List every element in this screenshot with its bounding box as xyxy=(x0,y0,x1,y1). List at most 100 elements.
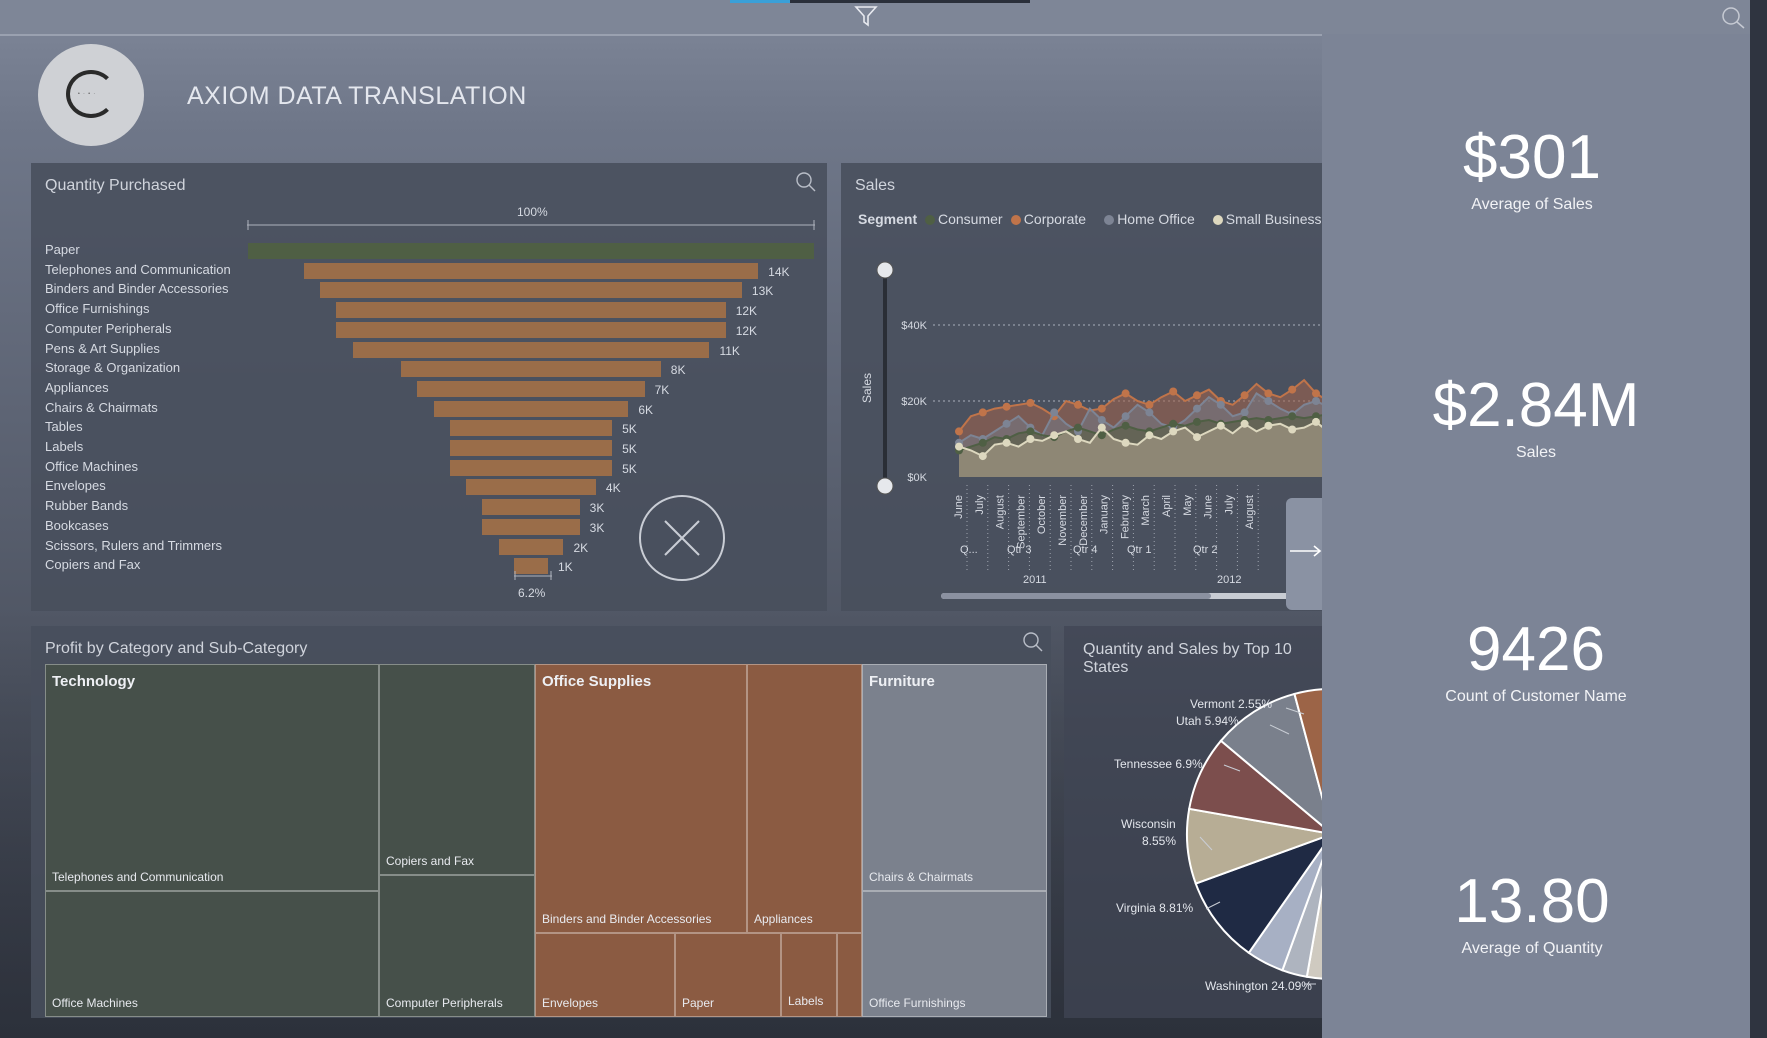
x-month-label: November xyxy=(1057,495,1069,546)
data-point xyxy=(1002,419,1011,428)
pie-leader-line xyxy=(1223,764,1241,772)
pie-label-tennessee: Tennessee 6.9% xyxy=(1114,757,1203,771)
x-quarter-label: Qtr 2 xyxy=(1193,544,1217,556)
kpi-value: 9426 xyxy=(1467,615,1605,684)
treemap-tile-small[interactable] xyxy=(837,933,862,1017)
logo-ring-icon xyxy=(66,70,116,118)
data-point xyxy=(1074,423,1082,432)
data-point xyxy=(1121,389,1130,398)
kpi-value: $301 xyxy=(1463,123,1601,192)
legend-item[interactable]: Small Business xyxy=(1225,211,1322,227)
legend-item[interactable]: Home Office xyxy=(1117,211,1195,227)
funnel-bar[interactable] xyxy=(433,400,629,417)
kpi-value: $2.84M xyxy=(1432,371,1640,440)
funnel-value-label: 2K xyxy=(573,540,589,555)
data-point xyxy=(1169,387,1178,396)
tile-label: Envelopes xyxy=(542,996,599,1010)
pie-label-utah: Utah 5.94% xyxy=(1176,714,1239,728)
treemap-tile-binders[interactable]: Office Supplies Binders and Binder Acces… xyxy=(535,664,747,933)
line-consumer xyxy=(958,414,1322,452)
treemap-tile-peripherals[interactable]: Computer Peripherals xyxy=(379,875,535,1017)
treemap-tile-envelopes[interactable]: Envelopes xyxy=(535,933,675,1017)
treemap-tile-furnishings[interactable]: Office Furnishings xyxy=(862,891,1047,1017)
panel-title: Sales xyxy=(855,177,896,194)
funnel-bar[interactable] xyxy=(482,499,580,516)
focus-mode-icon[interactable] xyxy=(795,171,817,193)
data-point xyxy=(1097,431,1106,440)
treemap-tile-labels[interactable]: Labels xyxy=(781,933,837,1017)
x-month-label: June xyxy=(953,495,965,519)
funnel-value-label: 12K xyxy=(735,323,758,338)
funnel-category-label: Labels xyxy=(45,439,84,454)
search-icon[interactable] xyxy=(1720,5,1746,29)
funnel-category-label: Appliances xyxy=(45,379,109,395)
range-slider-handle xyxy=(876,477,894,495)
data-point xyxy=(1240,419,1249,428)
funnel-bar[interactable] xyxy=(449,440,613,456)
pie-slice[interactable] xyxy=(1219,692,1322,834)
sales-area-chart: Sales $40K $20K $0K June July August September O… xyxy=(860,261,1322,599)
arrow-right-icon[interactable] xyxy=(1288,543,1322,559)
funnel-bar[interactable] xyxy=(514,558,548,575)
focus-mode-icon[interactable] xyxy=(1021,630,1045,654)
funnel-bar[interactable] xyxy=(482,518,580,535)
funnel-bar[interactable] xyxy=(248,243,814,259)
pie-slice[interactable] xyxy=(1293,688,1322,834)
treemap-tile-copiers[interactable]: Copiers and Fax xyxy=(379,664,535,875)
funnel-bar[interactable] xyxy=(320,282,742,299)
data-point xyxy=(1193,391,1201,400)
legend-item[interactable]: Consumer xyxy=(938,211,1003,227)
legend-dot xyxy=(1010,215,1021,225)
funnel-bar[interactable] xyxy=(303,262,759,279)
funnel-bar[interactable] xyxy=(498,538,564,555)
treemap-tile-telephones[interactable]: Technology Telephones and Communication xyxy=(45,664,379,891)
kpi-value: 13.80 xyxy=(1454,867,1610,936)
close-circle-icon[interactable] xyxy=(637,493,727,583)
funnel-bar[interactable] xyxy=(417,380,645,397)
treemap-tile-appliances[interactable]: Appliances xyxy=(747,664,862,933)
funnel-category-label: Binders and Binder Accessories xyxy=(45,281,229,297)
funnel-bar[interactable] xyxy=(336,321,726,338)
panel-title: Quantity and Sales by Top 10 States xyxy=(1083,641,1292,676)
funnel-value-label: 5K xyxy=(622,461,637,476)
x-month-label: March xyxy=(1140,495,1152,526)
data-point xyxy=(1026,398,1035,407)
legend-item[interactable]: Corporate xyxy=(1023,211,1087,227)
funnel-bar[interactable] xyxy=(401,361,661,378)
x-month-label: August xyxy=(1244,495,1256,529)
x-month-label: February xyxy=(1119,495,1131,540)
x-month-label: September xyxy=(1015,495,1027,549)
data-point xyxy=(1097,416,1106,424)
funnel-bar[interactable] xyxy=(466,479,596,496)
data-point xyxy=(1121,412,1130,421)
kpi-average-quantity: 13.80 Average of Quantity xyxy=(1318,870,1746,958)
treemap-tile-office-machines[interactable]: Office Machines xyxy=(45,891,379,1017)
x-month-label: April xyxy=(1161,495,1173,517)
top-states-panel: Quantity and Sales by Top 10 States Verm… xyxy=(1064,626,1322,1018)
legend-dot xyxy=(1212,215,1223,225)
data-point xyxy=(1193,433,1201,442)
filter-icon[interactable] xyxy=(854,5,878,27)
funnel-bar[interactable] xyxy=(336,302,726,319)
top-toolbar xyxy=(0,0,1767,36)
funnel-value-label: 6K xyxy=(638,402,654,417)
window-edge xyxy=(1750,0,1767,1038)
x-month-label: October xyxy=(1036,495,1048,534)
funnel-bar[interactable] xyxy=(449,420,613,437)
pie-slice[interactable] xyxy=(1194,834,1322,955)
funnel-bar[interactable] xyxy=(352,341,710,358)
treemap-tile-paper[interactable]: Paper xyxy=(675,933,781,1017)
funnel-bar[interactable] xyxy=(449,459,613,476)
treemap-tile-chairs[interactable]: Furniture Chairs & Chairmats xyxy=(862,664,1047,891)
funnel-category-label: Storage & Organization xyxy=(45,360,181,376)
funnel-bottom-bracket xyxy=(514,571,552,580)
x-quarter-label: Q... xyxy=(960,544,978,556)
legend-dot xyxy=(925,215,935,225)
next-page-tab[interactable] xyxy=(1286,498,1322,610)
data-point xyxy=(1240,408,1249,417)
funnel-value-label: 7K xyxy=(654,382,670,397)
data-point xyxy=(1264,389,1273,398)
funnel-category-label: Telephones and Communication xyxy=(45,261,231,277)
data-point xyxy=(1002,402,1011,411)
data-point xyxy=(978,452,987,461)
